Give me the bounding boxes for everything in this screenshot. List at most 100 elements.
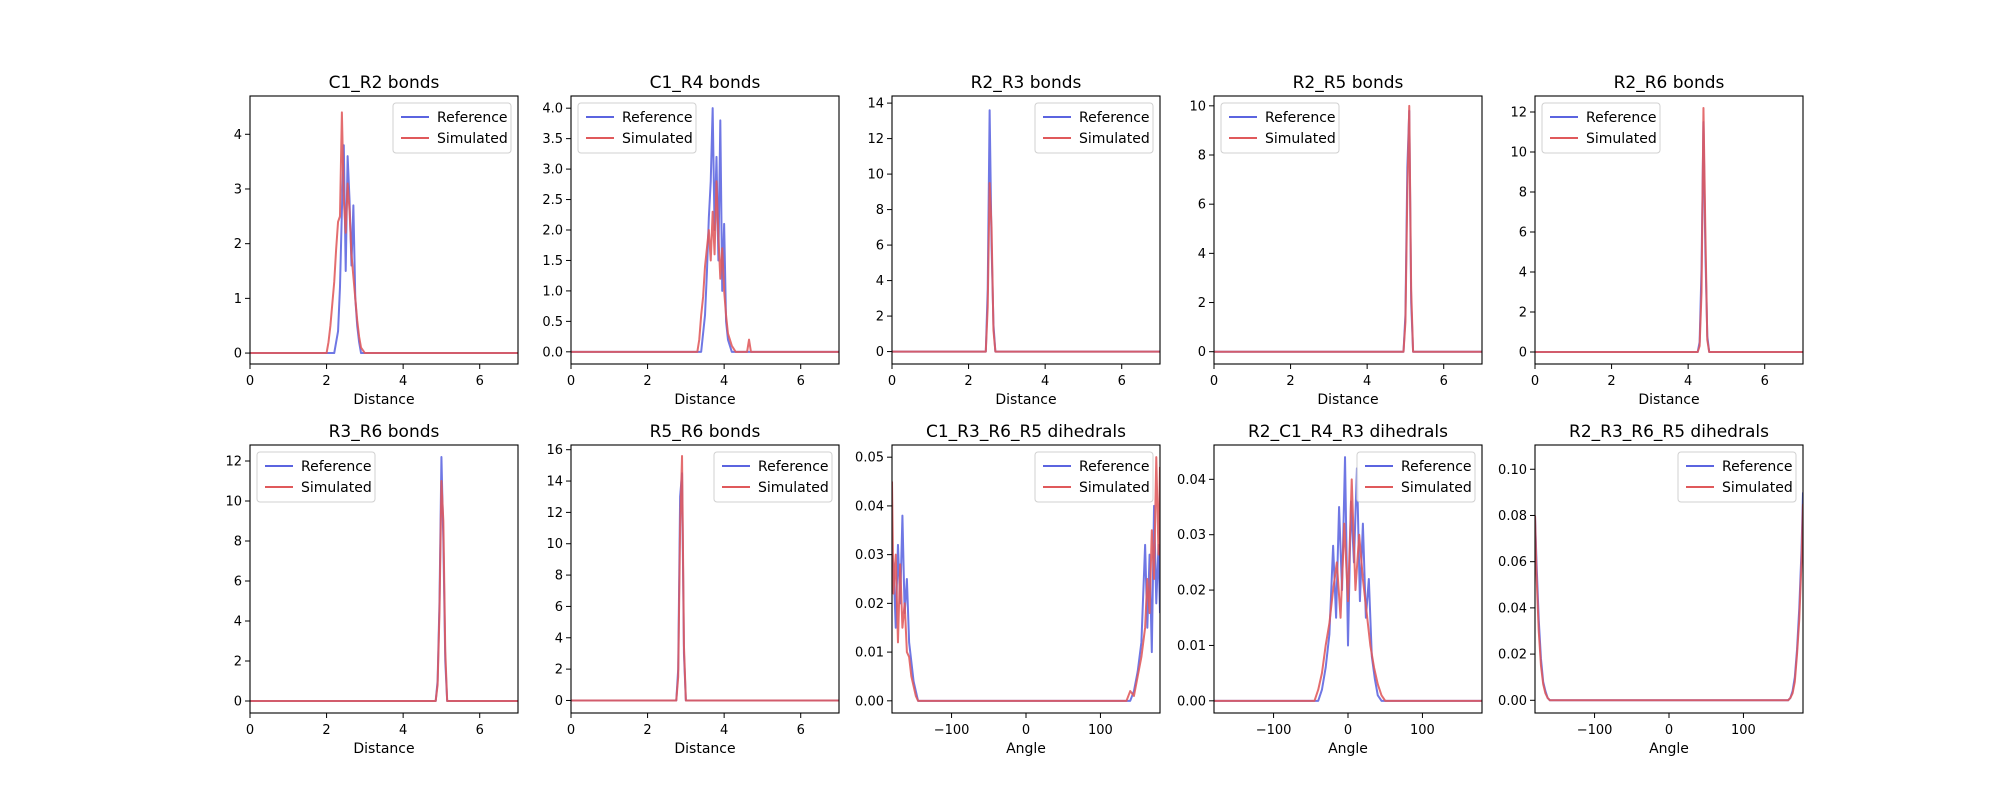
legend: Reference Simulated xyxy=(1541,102,1661,154)
y-tick-label: 4 xyxy=(876,274,884,289)
y-tick-label: 0.08 xyxy=(1498,509,1527,524)
legend-box xyxy=(1677,451,1797,503)
y-tick-label: 1 xyxy=(234,292,242,307)
y-tick-label: 10 xyxy=(867,168,884,183)
y-tick-label: 4 xyxy=(234,128,242,143)
legend-label-simulated: Simulated xyxy=(1401,480,1472,496)
y-tick-label: 12 xyxy=(546,506,563,521)
legend: Reference Simulated xyxy=(1034,102,1154,154)
legend-label-reference: Reference xyxy=(758,459,829,475)
y-tick-label: 0.03 xyxy=(1177,528,1206,543)
y-tick-label: 8 xyxy=(234,535,242,550)
x-axis-label: Distance xyxy=(1317,392,1378,408)
y-tick-label: 2.0 xyxy=(542,224,563,239)
y-tick-label: 4 xyxy=(234,615,242,630)
x-axis-label: Distance xyxy=(1638,392,1699,408)
x-axis-label: Angle xyxy=(1006,741,1046,757)
y-tick-label: 6 xyxy=(1519,226,1527,241)
axes-frame xyxy=(1534,95,1804,365)
subplot-8: −100 0 100 0.00 0.01 0.02 0.03 0.04 0.05 C1_R3_R6… xyxy=(855,422,1161,757)
chart-title: R2_R6 bonds xyxy=(1614,73,1725,93)
x-tick-label: 4 xyxy=(1041,374,1049,389)
legend-box xyxy=(1034,102,1154,154)
y-tick-label: 8 xyxy=(1519,186,1527,201)
axes-frame xyxy=(1213,95,1483,365)
y-tick-label: 4.0 xyxy=(542,102,563,117)
x-tick-label: 4 xyxy=(720,374,728,389)
x-tick-label: 6 xyxy=(1118,374,1126,389)
chart-title: R2_R3_R6_R5 dihedrals xyxy=(1569,422,1769,442)
legend-label-reference: Reference xyxy=(437,110,508,126)
y-tick-label: 4 xyxy=(1519,266,1527,281)
legend-box xyxy=(1356,451,1476,503)
legend-label-reference: Reference xyxy=(1586,110,1657,126)
series-line-simulated xyxy=(892,181,1160,353)
legend-label-reference: Reference xyxy=(622,110,693,126)
x-tick-label: 6 xyxy=(476,374,484,389)
x-tick-label: 0 xyxy=(1210,374,1218,389)
y-tick-label: 2 xyxy=(1519,306,1527,321)
legend: Reference Simulated xyxy=(392,102,512,154)
legend-box xyxy=(256,451,376,503)
y-tick-label: 10 xyxy=(546,537,563,552)
series-line-reference xyxy=(250,144,518,355)
y-tick-label: 0.01 xyxy=(855,646,884,661)
y-tick-label: 0.05 xyxy=(855,451,884,466)
subplot-7: 0 2 4 6 0 2 4 6 8 10 12 14 16 R5_R6 bonds Distance Refe… xyxy=(546,422,840,757)
subplot-2: 0 2 4 6 0.0 0.5 1.0 1.5 2.0 2.5 3.0 3.5 4.0 C1_R4 bon… xyxy=(542,73,840,408)
x-tick-label: 0 xyxy=(1022,723,1030,738)
series-line-simulated xyxy=(571,180,839,353)
x-tick-label: 6 xyxy=(797,374,805,389)
y-tick-label: 6 xyxy=(234,575,242,590)
subplot-3: 0 2 4 6 0 2 4 6 8 10 12 14 R2_R3 bonds Distance Refere… xyxy=(867,73,1161,408)
y-tick-label: 2.5 xyxy=(542,193,563,208)
y-tick-label: 0 xyxy=(555,694,563,709)
series-line-simulated xyxy=(892,456,1160,702)
y-tick-label: 0 xyxy=(1519,346,1527,361)
chart-title: R2_R3 bonds xyxy=(971,73,1082,93)
chart-title: C1_R4 bonds xyxy=(650,73,761,93)
x-tick-label: 6 xyxy=(1440,374,1448,389)
chart-title: R3_R6 bonds xyxy=(329,422,440,442)
y-tick-label: 0.00 xyxy=(1498,694,1527,709)
x-tick-label: 2 xyxy=(1607,374,1615,389)
series-line-reference xyxy=(1535,121,1803,353)
legend: Reference Simulated xyxy=(256,451,376,503)
x-tick-label: 100 xyxy=(1731,723,1756,738)
series-line-reference xyxy=(571,472,839,702)
legend-box xyxy=(392,102,512,154)
y-tick-label: 0.00 xyxy=(1177,694,1206,709)
subplot-6: 0 2 4 6 0 2 4 6 8 10 12 R3_R6 bonds Distance Referenc… xyxy=(225,422,519,757)
legend-label-reference: Reference xyxy=(1079,110,1150,126)
chart-title: C1_R3_R6_R5 dihedrals xyxy=(926,422,1126,442)
legend-box xyxy=(713,451,833,503)
legend-label-reference: Reference xyxy=(301,459,372,475)
y-tick-label: 0 xyxy=(1198,345,1206,360)
y-tick-label: 3.0 xyxy=(542,163,563,178)
x-tick-label: 2 xyxy=(643,374,651,389)
y-tick-label: 0.04 xyxy=(855,499,884,514)
chart-title: R2_C1_R4_R3 dihedrals xyxy=(1248,422,1448,442)
y-tick-label: 2 xyxy=(234,237,242,252)
legend-box xyxy=(1034,451,1154,503)
x-axis-label: Distance xyxy=(674,741,735,757)
x-axis-label: Angle xyxy=(1328,741,1368,757)
y-tick-label: 0.02 xyxy=(855,597,884,612)
x-tick-label: 0 xyxy=(1531,374,1539,389)
y-tick-label: 4 xyxy=(1198,247,1206,262)
legend-label-simulated: Simulated xyxy=(1586,131,1657,147)
chart-title: R5_R6 bonds xyxy=(650,422,761,442)
y-tick-label: 0 xyxy=(234,695,242,710)
x-tick-label: 2 xyxy=(322,374,330,389)
x-tick-label: 2 xyxy=(964,374,972,389)
y-tick-label: 2 xyxy=(555,663,563,678)
legend: Reference Simulated xyxy=(713,451,833,503)
series-line-reference xyxy=(1535,492,1803,702)
legend-label-reference: Reference xyxy=(1265,110,1336,126)
legend-box xyxy=(1541,102,1661,154)
x-tick-label: 2 xyxy=(322,723,330,738)
legend-label-simulated: Simulated xyxy=(1265,131,1336,147)
y-tick-label: 6 xyxy=(876,239,884,254)
y-tick-label: 10 xyxy=(1510,146,1527,161)
y-tick-label: 1.0 xyxy=(542,284,563,299)
